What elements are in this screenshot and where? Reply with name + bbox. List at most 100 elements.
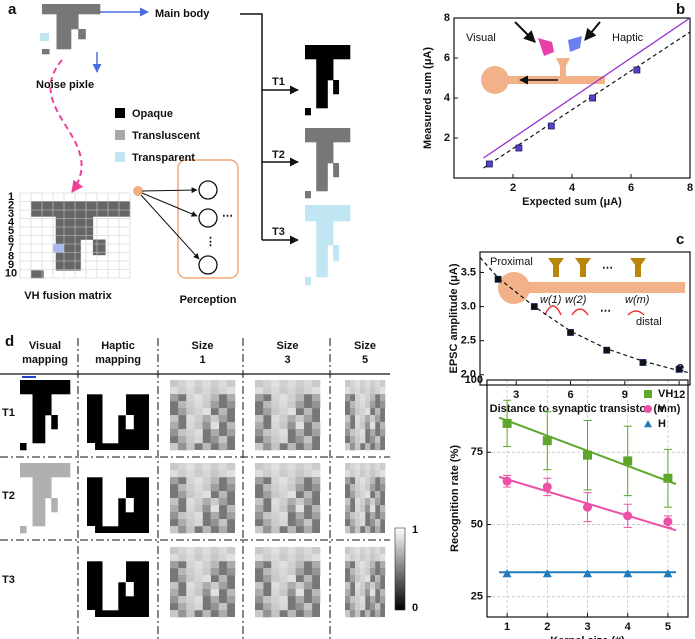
pixel [321,135,328,143]
pixel [344,213,351,222]
pixel [333,80,340,88]
pixel [295,387,305,395]
pixel [255,443,264,451]
pixel [345,505,351,513]
pixel [295,484,305,492]
pixel [287,610,296,618]
pixel [263,401,272,409]
pixel [263,484,272,492]
pixel [360,561,366,569]
pixel [321,237,328,246]
point [567,329,574,336]
annotation: w(m) [625,294,650,306]
pixel [311,589,321,597]
y-tick-label: 8 [444,12,450,24]
pixel [186,443,195,451]
pixel [202,547,211,555]
panel-label: d [5,333,14,350]
pixel [316,87,323,95]
pixel [42,4,50,10]
pixel [271,526,280,534]
pixel [345,582,351,590]
pixel [210,394,220,402]
pixel [311,380,321,388]
pixel [218,554,228,562]
pixel [20,380,27,388]
pixel [365,422,371,430]
pixel [110,498,119,506]
pixel [68,208,81,217]
pixel [311,387,321,395]
pixel [360,415,366,423]
point [633,66,641,74]
pixel [63,34,72,40]
pixel [271,429,280,437]
point [623,511,633,521]
pixel [38,547,46,555]
pixel [63,554,71,562]
pixel [87,526,96,534]
pixel [210,429,220,437]
pixel [271,394,280,402]
pixel [226,568,236,576]
pixel [263,463,272,471]
pixel [133,380,142,388]
pixel [45,484,52,492]
pixel [255,477,264,485]
column-header: Visual [29,340,61,352]
y-tick-label: 2.5 [461,335,476,347]
noise-pixel-label: Noise pixle [36,79,94,91]
pixel [271,387,280,395]
pixel [178,575,187,583]
svg-text:⋯: ⋯ [600,305,611,317]
pixel [263,380,272,388]
pixel [87,547,96,555]
pixel [279,408,288,416]
pixel [186,394,195,402]
pixel [271,463,280,471]
pixel [141,380,150,388]
pixel [45,394,52,402]
pixel [63,14,72,20]
pixel [118,561,127,569]
pixel [345,443,351,451]
y-tick-label: 3.5 [461,266,476,278]
pixel [218,547,228,555]
pixel [303,610,313,618]
pixel [380,422,386,430]
pixel [360,470,366,478]
pixel [365,568,371,576]
pixel [63,39,72,45]
pixel [194,422,203,430]
column-header: mapping [22,354,68,366]
pixel [202,505,211,513]
pixel [303,554,313,562]
pixel [311,505,321,513]
pixel [80,201,94,209]
pixel [316,253,323,262]
pixel [102,519,111,527]
pixel [118,463,127,471]
point [502,476,512,486]
pixel [295,589,305,597]
pixel [78,4,86,10]
pixel [295,401,305,409]
pixel [360,463,366,471]
pixel [194,484,203,492]
pixel [133,554,142,562]
pixel [279,394,288,402]
pixel [57,463,65,471]
point [663,473,673,483]
pixel [45,401,52,409]
pixel [311,568,321,576]
pixel [355,463,361,471]
pixel [316,269,323,278]
pixel [32,422,40,430]
pixel [279,463,288,471]
pixel [118,380,127,388]
pixel [78,9,86,15]
pixel [321,170,328,178]
pixel [327,59,334,67]
pixel [255,505,264,513]
pixel [202,415,211,423]
